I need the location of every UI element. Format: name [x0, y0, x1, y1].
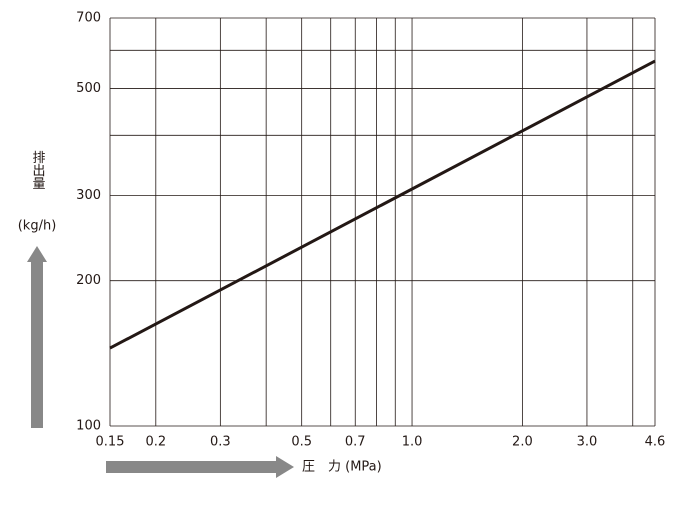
- y-axis-unit: (kg/h): [18, 219, 57, 234]
- y-tick-label: 700: [76, 11, 101, 26]
- x-tick-label: 2.0: [512, 435, 533, 450]
- x-tick-label: 0.7: [345, 435, 366, 450]
- data-line: [109, 59, 656, 350]
- y-arrow: [27, 246, 47, 428]
- x-tick-label: 0.15: [96, 435, 125, 450]
- x-tick-label: 0.5: [291, 435, 312, 450]
- x-tick-label: 3.0: [577, 435, 598, 450]
- x-arrow: [106, 456, 294, 478]
- x-axis-label: 圧 力 (MPa): [302, 460, 382, 475]
- x-tick-label: 0.2: [145, 435, 166, 450]
- y-tick-label: 500: [76, 81, 101, 96]
- x-tick-label: 1.0: [402, 435, 423, 450]
- y-axis-label: 排出量: [30, 151, 46, 190]
- x-tick-label: 4.6: [645, 435, 666, 450]
- x-tick-label: 0.3: [210, 435, 231, 450]
- y-tick-label: 100: [76, 419, 101, 434]
- y-tick-label: 200: [76, 273, 101, 288]
- y-tick-label: 300: [76, 188, 101, 203]
